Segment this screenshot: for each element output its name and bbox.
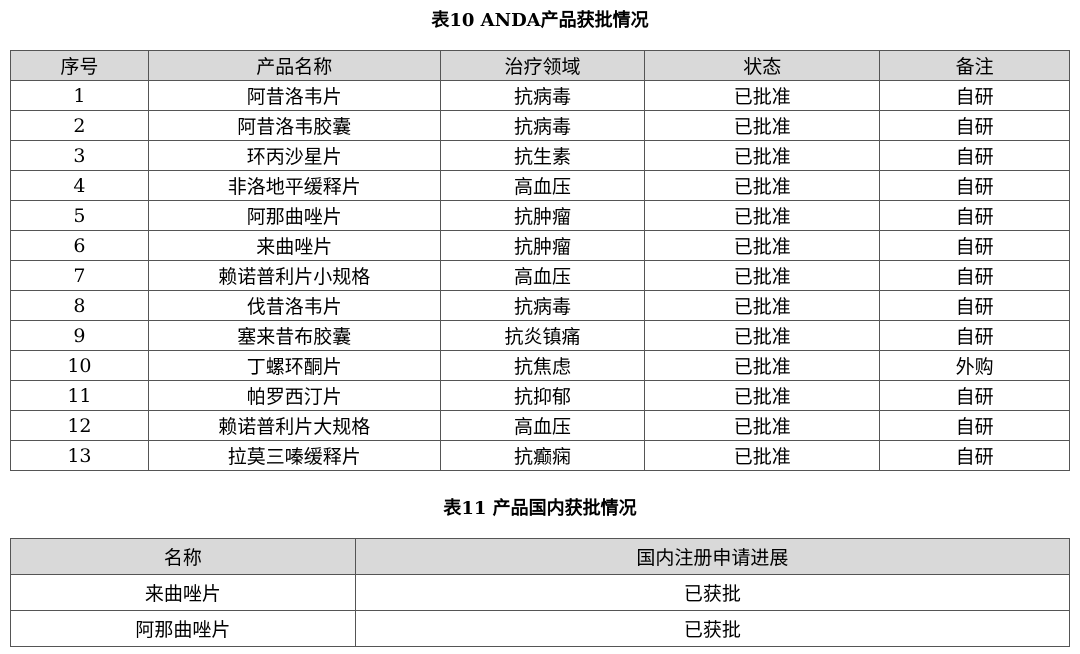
- table-cell: 自研: [879, 110, 1070, 141]
- table-cell: 环丙沙星片: [147, 140, 441, 171]
- column-header: 产品名称: [147, 50, 441, 81]
- table-cell: 自研: [879, 440, 1070, 471]
- table-cell: 赖诺普利片大规格: [147, 410, 441, 441]
- table-row: 8 伐昔洛韦片 抗病毒 已批准 自研: [10, 290, 1070, 321]
- table11-title: 表11 产品国内获批情况: [443, 498, 637, 519]
- table-row: 来曲唑片 已获批: [10, 574, 1071, 611]
- table-row: 12 赖诺普利片大规格 高血压 已批准 自研: [10, 410, 1070, 441]
- table-cell: 抗焦虑: [439, 350, 646, 381]
- table-cell: 丁螺环酮片: [147, 350, 441, 381]
- table-row: 3 环丙沙星片 抗生素 已批准 自研: [10, 140, 1070, 171]
- table-cell: 抗癫痫: [439, 440, 646, 471]
- table-cell: 高血压: [439, 410, 646, 441]
- table-cell: 抗肿瘤: [439, 200, 646, 231]
- table-cell: 阿那曲唑片: [10, 610, 356, 647]
- table-cell: 11: [10, 380, 149, 411]
- table-cell: 自研: [879, 200, 1070, 231]
- table-cell: 已批准: [644, 260, 881, 291]
- table-cell: 来曲唑片: [10, 574, 356, 611]
- table-cell: 已批准: [644, 290, 881, 321]
- domestic-approval-table: 名称 国内注册申请进展 来曲唑片 已获批 阿那曲唑片 已获批: [10, 538, 1071, 647]
- table-cell: 外购: [879, 350, 1070, 381]
- table-cell: 抗病毒: [439, 110, 646, 141]
- table-row: 1 阿昔洛韦片 抗病毒 已批准 自研: [10, 80, 1070, 111]
- table-row: 4 非洛地平缓释片 高血压 已批准 自研: [10, 170, 1070, 201]
- table-cell: 帕罗西汀片: [147, 380, 441, 411]
- table-row: 9 塞来昔布胶囊 抗炎镇痛 已批准 自研: [10, 320, 1070, 351]
- table-cell: 高血压: [439, 170, 646, 201]
- table-cell: 自研: [879, 140, 1070, 171]
- table-cell: 已批准: [644, 410, 881, 441]
- table-cell: 自研: [879, 410, 1070, 441]
- table-cell: 抗抑郁: [439, 380, 646, 411]
- table-cell: 已批准: [644, 140, 881, 171]
- table-cell: 已批准: [644, 200, 881, 231]
- table-cell: 已批准: [644, 350, 881, 381]
- table-cell: 自研: [879, 380, 1070, 411]
- table-cell: 已批准: [644, 110, 881, 141]
- table-cell: 已获批: [354, 574, 1071, 611]
- table-cell: 9: [10, 320, 149, 351]
- table-cell: 伐昔洛韦片: [147, 290, 441, 321]
- table-cell: 阿昔洛韦片: [147, 80, 441, 111]
- table-cell: 13: [10, 440, 149, 471]
- table-header-row: 名称 国内注册申请进展: [10, 538, 1071, 575]
- anda-approval-table: 序号 产品名称 治疗领域 状态 备注 1 阿昔洛韦片 抗病毒 已批准 自研 2 阿昔洛韦胶囊 抗病毒已…: [10, 50, 1070, 471]
- column-header: 备注: [879, 50, 1070, 81]
- table-cell: 阿那曲唑片: [147, 200, 441, 231]
- table-cell: 自研: [879, 80, 1070, 111]
- table-cell: 3: [10, 140, 149, 171]
- table-cell: 7: [10, 260, 149, 291]
- table-cell: 高血压: [439, 260, 646, 291]
- table-cell: 非洛地平缓释片: [147, 170, 441, 201]
- table-cell: 自研: [879, 260, 1070, 291]
- table-cell: 抗病毒: [439, 80, 646, 111]
- table-cell: 12: [10, 410, 149, 441]
- table-cell: 已批准: [644, 380, 881, 411]
- table-cell: 10: [10, 350, 149, 381]
- column-header: 序号: [10, 50, 149, 81]
- table-row: 2 阿昔洛韦胶囊 抗病毒 已批准 自研: [10, 110, 1070, 141]
- table-cell: 自研: [879, 320, 1070, 351]
- table-cell: 1: [10, 80, 149, 111]
- table-cell: 4: [10, 170, 149, 201]
- table-row: 5 阿那曲唑片 抗肿瘤 已批准 自研: [10, 200, 1070, 231]
- table-row: 10 丁螺环酮片 抗焦虑 已批准 外购: [10, 350, 1070, 381]
- table-cell: 赖诺普利片小规格: [147, 260, 441, 291]
- table-row: 11 帕罗西汀片 抗抑郁 已批准 自研: [10, 380, 1070, 411]
- table-cell: 抗肿瘤: [439, 230, 646, 261]
- table10-title: 表10 ANDA产品获批情况: [431, 10, 649, 31]
- table-cell: 自研: [879, 170, 1070, 201]
- table-cell: 已批准: [644, 170, 881, 201]
- table-cell: 已获批: [354, 610, 1071, 647]
- table-cell: 拉莫三嗪缓释片: [147, 440, 441, 471]
- table-cell: 塞来昔布胶囊: [147, 320, 441, 351]
- table-cell: 2: [10, 110, 149, 141]
- table-row: 阿那曲唑片 已获批: [10, 610, 1071, 647]
- table-cell: 自研: [879, 230, 1070, 261]
- column-header: 国内注册申请进展: [354, 538, 1071, 575]
- table-cell: 已批准: [644, 440, 881, 471]
- table-header-row: 序号 产品名称 治疗领域 状态 备注: [10, 50, 1070, 81]
- column-header: 名称: [10, 538, 356, 575]
- table-cell: 抗生素: [439, 140, 646, 171]
- table-cell: 抗炎镇痛: [439, 320, 646, 351]
- table-cell: 抗病毒: [439, 290, 646, 321]
- table-cell: 阿昔洛韦胶囊: [147, 110, 441, 141]
- table-cell: 已批准: [644, 230, 881, 261]
- table-cell: 自研: [879, 290, 1070, 321]
- column-header: 状态: [644, 50, 881, 81]
- table-row: 6 来曲唑片 抗肿瘤 已批准 自研: [10, 230, 1070, 261]
- table-cell: 6: [10, 230, 149, 261]
- table-row: 13 拉莫三嗪缓释片 抗癫痫 已批准 自研: [10, 440, 1070, 471]
- table-cell: 5: [10, 200, 149, 231]
- column-header: 治疗领域: [439, 50, 646, 81]
- table-cell: 已批准: [644, 80, 881, 111]
- table-cell: 已批准: [644, 320, 881, 351]
- table-row: 7 赖诺普利片小规格 高血压 已批准 自研: [10, 260, 1070, 291]
- table-cell: 8: [10, 290, 149, 321]
- table-cell: 来曲唑片: [147, 230, 441, 261]
